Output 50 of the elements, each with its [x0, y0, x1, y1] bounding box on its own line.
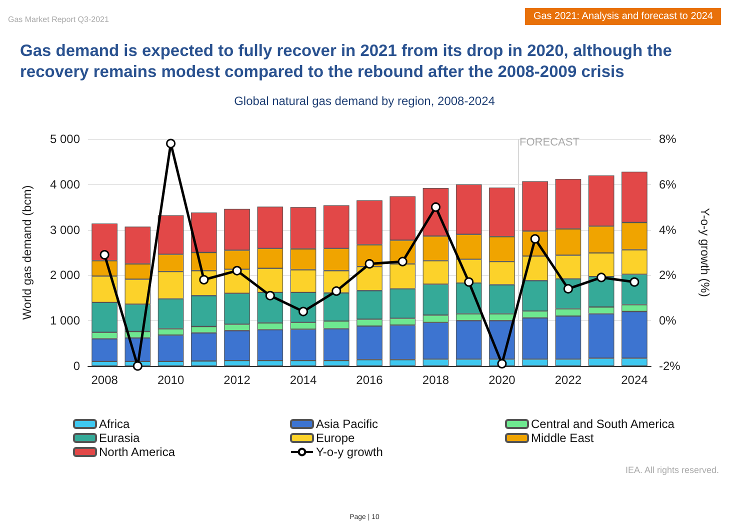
y2-tick-label: 8%	[659, 132, 677, 146]
y-tick-label: 1 000	[50, 314, 80, 328]
y-axis-title: World gas demand (bcm)	[20, 185, 34, 320]
x-tick-label: 2010	[157, 373, 184, 387]
legend-label: North America	[99, 445, 176, 459]
y2-axis-title: Y-o-y growth (%)	[698, 208, 712, 297]
point	[596, 272, 606, 282]
point	[232, 266, 242, 276]
y2-tick-label: 2%	[659, 268, 677, 282]
x-tick-label: 2008	[91, 373, 118, 387]
y2-tick-label: 0%	[659, 314, 677, 328]
point	[265, 290, 275, 300]
x-tick-label: 2016	[356, 373, 384, 387]
y2-tick-label: 4%	[659, 222, 677, 237]
legend-label: Y-o-y growth	[316, 445, 383, 459]
legend-label: Central and South America	[531, 417, 675, 431]
point	[497, 358, 507, 368]
x-tick-label: 2014	[290, 373, 317, 387]
y-tick-label: 0	[73, 359, 80, 373]
point	[166, 138, 176, 148]
legend-label: Africa	[99, 417, 130, 431]
legend-label: Eurasia	[99, 431, 140, 445]
point	[430, 202, 440, 212]
x-tick-label: 2012	[224, 373, 251, 387]
x-tick-label: 2018	[422, 373, 450, 387]
point	[364, 259, 374, 269]
y-tick-label: 2 000	[50, 268, 80, 282]
legend-label: Middle East	[531, 431, 594, 445]
y-tick-label: 3 000	[50, 222, 80, 237]
text: IEA. All rights reserved.	[625, 465, 719, 475]
x-tick-label: 2022	[554, 373, 582, 387]
ref-line-label: FORECAST	[520, 136, 580, 148]
y-tick-label: 4 000	[50, 177, 80, 192]
point	[132, 361, 142, 371]
point	[100, 250, 110, 260]
x-tick-label: 2024	[621, 373, 648, 387]
text: Gas Market Report Q3-2021	[8, 15, 109, 24]
point	[398, 256, 408, 266]
point	[630, 277, 640, 287]
chart-title: Gas demand is expected to fully recover in 2021 from its drop in 2020, although the recovery remains modest compared to the rebound after the 2008-2009 crisis	[20, 41, 673, 83]
x-tick-label: 2020	[488, 373, 516, 387]
text: Gas 2021: Analysis and forecast to 2024	[525, 8, 721, 25]
point	[464, 277, 474, 287]
y-tick-label: 5 000	[50, 132, 80, 146]
y2-tick-label: -2%	[659, 359, 681, 373]
point	[332, 286, 342, 296]
legend-label: Europe	[316, 431, 356, 445]
legend-label: Asia Pacific	[316, 417, 378, 431]
chart-subtitle: Global natural gas demand by region, 2008-2024	[233, 94, 496, 108]
y2-tick-label: 6%	[659, 177, 677, 192]
